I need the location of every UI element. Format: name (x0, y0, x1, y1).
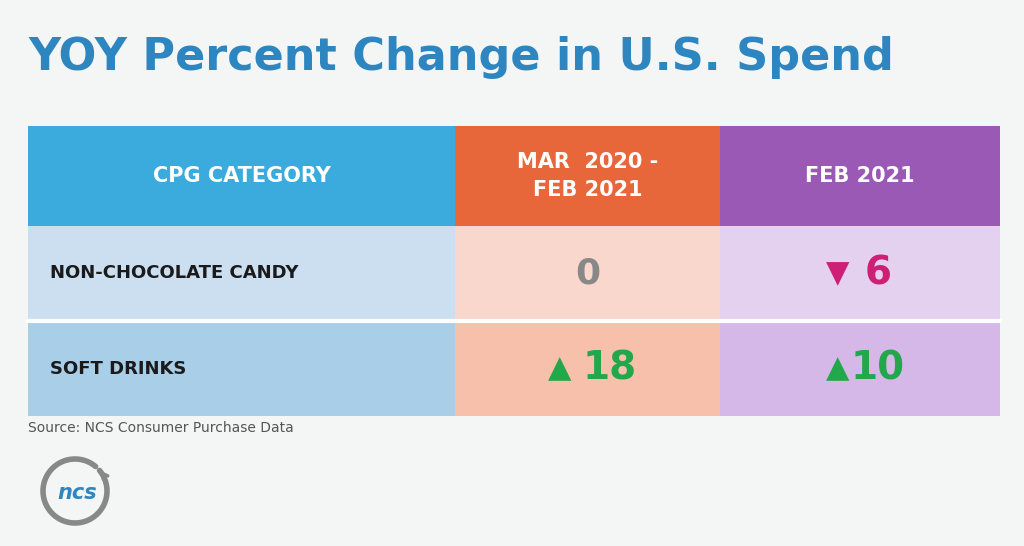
Text: ▼: ▼ (826, 259, 850, 288)
Text: 6: 6 (864, 254, 892, 293)
Text: SOFT DRINKS: SOFT DRINKS (50, 359, 186, 377)
Text: MAR  2020 -
FEB 2021: MAR 2020 - FEB 2021 (517, 152, 658, 200)
Bar (455, 126, 720, 226)
Text: ▲: ▲ (826, 354, 850, 383)
Bar (455, 321, 720, 416)
Text: 10: 10 (851, 349, 905, 388)
Bar (28, 226, 455, 321)
Text: Source: NCS Consumer Purchase Data: Source: NCS Consumer Purchase Data (28, 421, 294, 435)
Text: ▲: ▲ (548, 354, 571, 383)
Bar (720, 226, 1000, 321)
Bar (28, 321, 455, 416)
Bar (28, 126, 455, 226)
Text: CPG CATEGORY: CPG CATEGORY (153, 166, 331, 186)
Text: ncs: ncs (57, 483, 97, 503)
Text: NON-CHOCOLATE CANDY: NON-CHOCOLATE CANDY (50, 264, 299, 282)
Text: FEB 2021: FEB 2021 (805, 166, 914, 186)
Bar (455, 226, 720, 321)
Bar (720, 126, 1000, 226)
Bar (720, 321, 1000, 416)
Text: 18: 18 (583, 349, 637, 388)
Text: YOY Percent Change in U.S. Spend: YOY Percent Change in U.S. Spend (28, 36, 894, 79)
Text: 0: 0 (574, 257, 600, 290)
